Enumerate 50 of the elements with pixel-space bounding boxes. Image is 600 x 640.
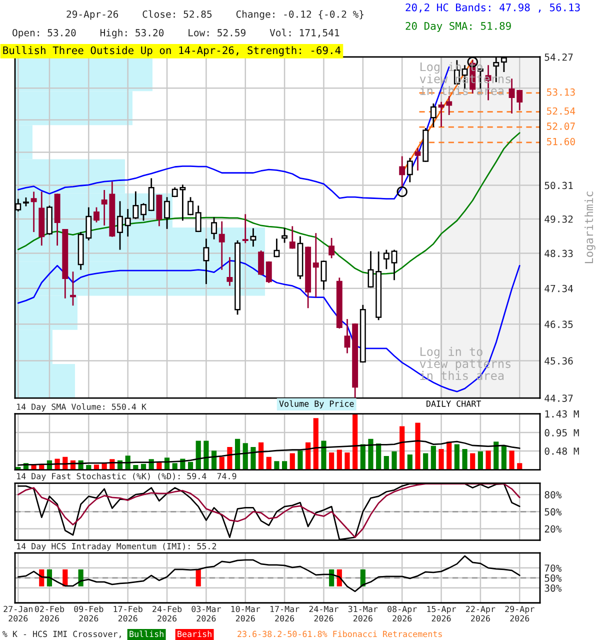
text: Volume By Price <box>279 400 354 408</box>
y-tick-label: 20% <box>544 525 562 533</box>
y-tick-label: 1.43 M <box>545 410 579 418</box>
ref-line-label: 52.07 <box>546 122 575 130</box>
x-tick-label: 24-Mar 2026 <box>309 606 338 622</box>
y-tick-label: 0.48 M <box>544 447 579 455</box>
text: 20,2 HC Bands: 47.98 , 56.13 <box>406 3 580 13</box>
text: DAILY CHART <box>426 400 481 407</box>
chart-title: 29-Apr-26 Close: 52.85 Change: -0.12 {-0.2 %} <box>66 10 364 20</box>
y-tick-label: 44.37 <box>544 394 573 402</box>
x-tick-label: 08-Apr 2026 <box>388 606 417 622</box>
text: Bearish <box>178 630 212 638</box>
x-tick-label: 17-Mar 2026 <box>270 606 300 622</box>
y-tick-label: 48.33 <box>544 250 573 258</box>
y-axis-title: Logarithmic <box>584 192 596 264</box>
y-tick-label: 49.32 <box>544 215 573 223</box>
chart-title: 14 Day Fast Stochastic (%K) (%D): 59.4 74.9 <box>17 472 236 481</box>
text: 20 Day SMA: 51.89 <box>406 22 511 32</box>
y-tick-label: 70% <box>544 564 562 572</box>
x-tick-label: 17-Feb 2026 <box>114 606 142 622</box>
chart-title: 14 Day HCS Intraday Momentum (IMI): 55.2 <box>17 542 216 551</box>
ref-line-label: 52.54 <box>546 107 576 115</box>
x-tick-label: 03-Mar 2026 <box>192 606 221 622</box>
x-tick-label: 29-Apr 2026 <box>505 606 534 622</box>
ref-line-label: 51.60 <box>546 138 575 146</box>
y-tick-label: 54.27 <box>544 53 573 61</box>
y-tick-label: 30% <box>544 584 562 592</box>
x-tick-label: 02-Feb 2026 <box>34 606 64 622</box>
ref-line-label: 53.13 <box>546 88 575 96</box>
y-tick-label: 50.31 <box>544 182 573 190</box>
x-tick-label: 09-Feb 2026 <box>74 606 104 622</box>
chart-subtitle: Open: 53.20 High: 53.20 Low: 52.59 Vol: 171,541 <box>12 28 340 38</box>
y-tick-label: 0.95 M <box>544 429 579 436</box>
text: 23.6-38.2-50-61.8% Fibonacci Retracements <box>238 630 442 638</box>
y-tick-label: 50% <box>544 574 562 582</box>
x-tick-label: 10-Mar 2026 <box>231 606 260 622</box>
x-tick-label: 24-Feb 2026 <box>152 606 182 622</box>
y-tick-label: 45.36 <box>544 357 573 365</box>
text: Bullish Three Outside Up on 14-Apr-26, Strength: -69.4 <box>3 46 341 56</box>
x-tick-label: 31-Mar 2026 <box>348 606 378 622</box>
legend-title: % K - HCS IMI Crossover, <box>2 630 121 638</box>
y-tick-label: 47.34 <box>544 284 573 292</box>
x-tick-label: 22-Apr 2026 <box>466 606 496 622</box>
x-tick-label: 27-Jan 2026 <box>4 606 32 622</box>
y-tick-label: 50% <box>544 508 562 516</box>
text: Bullish <box>130 630 164 638</box>
chart-title: 14 Day SMA Volume: 550.4 K <box>17 403 146 412</box>
x-tick-label: 15-Apr 2026 <box>427 606 456 622</box>
y-tick-label: 46.35 <box>544 320 573 328</box>
y-tick-label: 80% <box>544 491 562 498</box>
